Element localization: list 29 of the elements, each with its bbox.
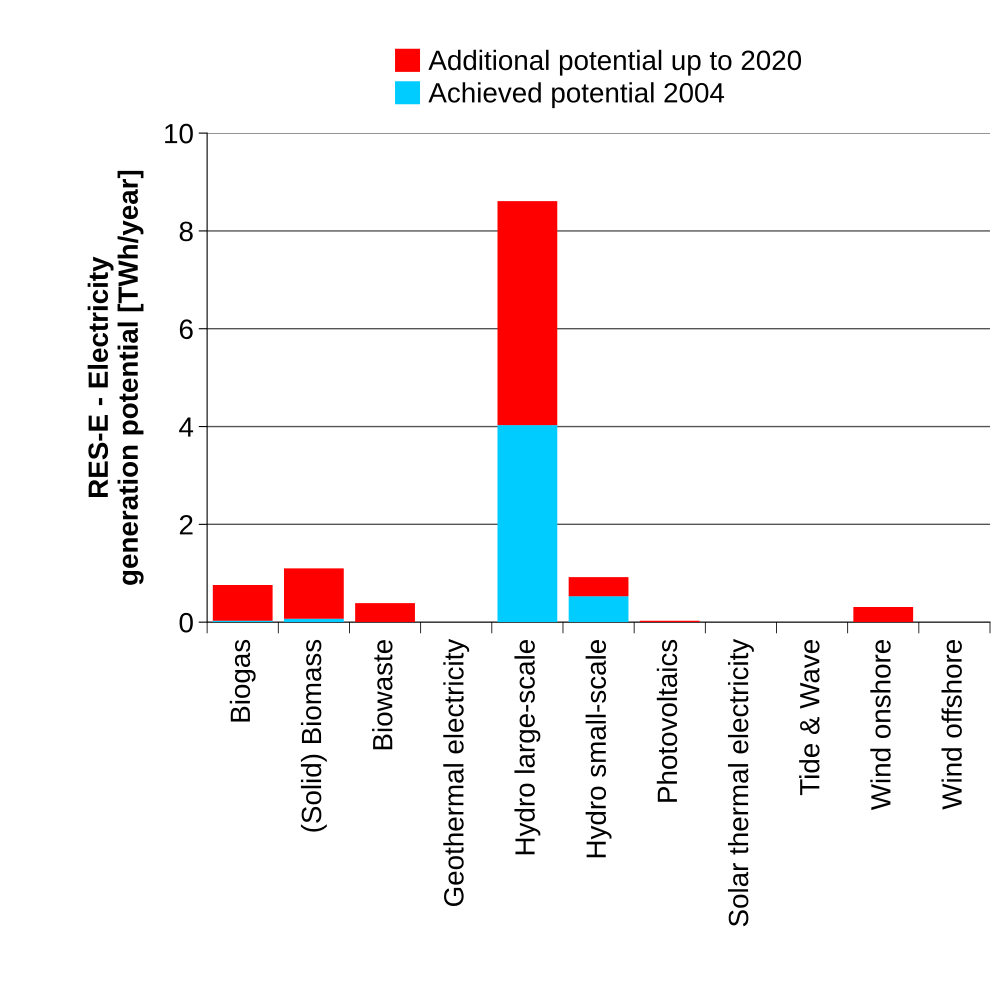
- y-tick-label: 4: [179, 418, 194, 437]
- bar: [212, 585, 273, 621]
- x-tick-label: Biowaste: [372, 640, 393, 750]
- x-tick-label: Geothermal electricity: [443, 638, 470, 906]
- x-tick-label: (Solid) Biomass: [300, 640, 327, 832]
- bar: [568, 596, 628, 622]
- y-tick-label: 6: [180, 319, 193, 340]
- bar: [284, 618, 344, 622]
- y-axis-title: RES-E - Electricity generation potential [TWh/year]: [88, 170, 144, 585]
- legend-label: Achieved potential 2004: [428, 82, 724, 108]
- x-tick-label: Tide & Wave: [799, 640, 820, 796]
- x-tick-label: Hydro small-scale: [586, 640, 612, 858]
- x-tick-label: Wind offshore: [941, 640, 962, 810]
- x-tick-label: Wind onshore: [870, 640, 891, 810]
- y-tick-label: 8: [180, 222, 193, 242]
- y-tick-label: 2: [180, 515, 193, 534]
- bar: [498, 201, 558, 426]
- y-tick-label: 0: [180, 612, 193, 633]
- y-tick-label: 10: [165, 124, 193, 144]
- bar: [498, 425, 558, 622]
- legend-label: Additional potential up to 2020: [428, 50, 802, 76]
- x-tick-label: Biogas: [230, 640, 256, 722]
- bar: [853, 607, 914, 622]
- bar: [355, 603, 415, 622]
- x-tick-label: Solar thermal electricity: [728, 638, 754, 926]
- x-tick-label: Photovoltaics: [656, 640, 678, 802]
- bar: [284, 568, 344, 619]
- bar: [568, 577, 628, 596]
- x-tick-label: Hydro large-scale: [514, 640, 540, 854]
